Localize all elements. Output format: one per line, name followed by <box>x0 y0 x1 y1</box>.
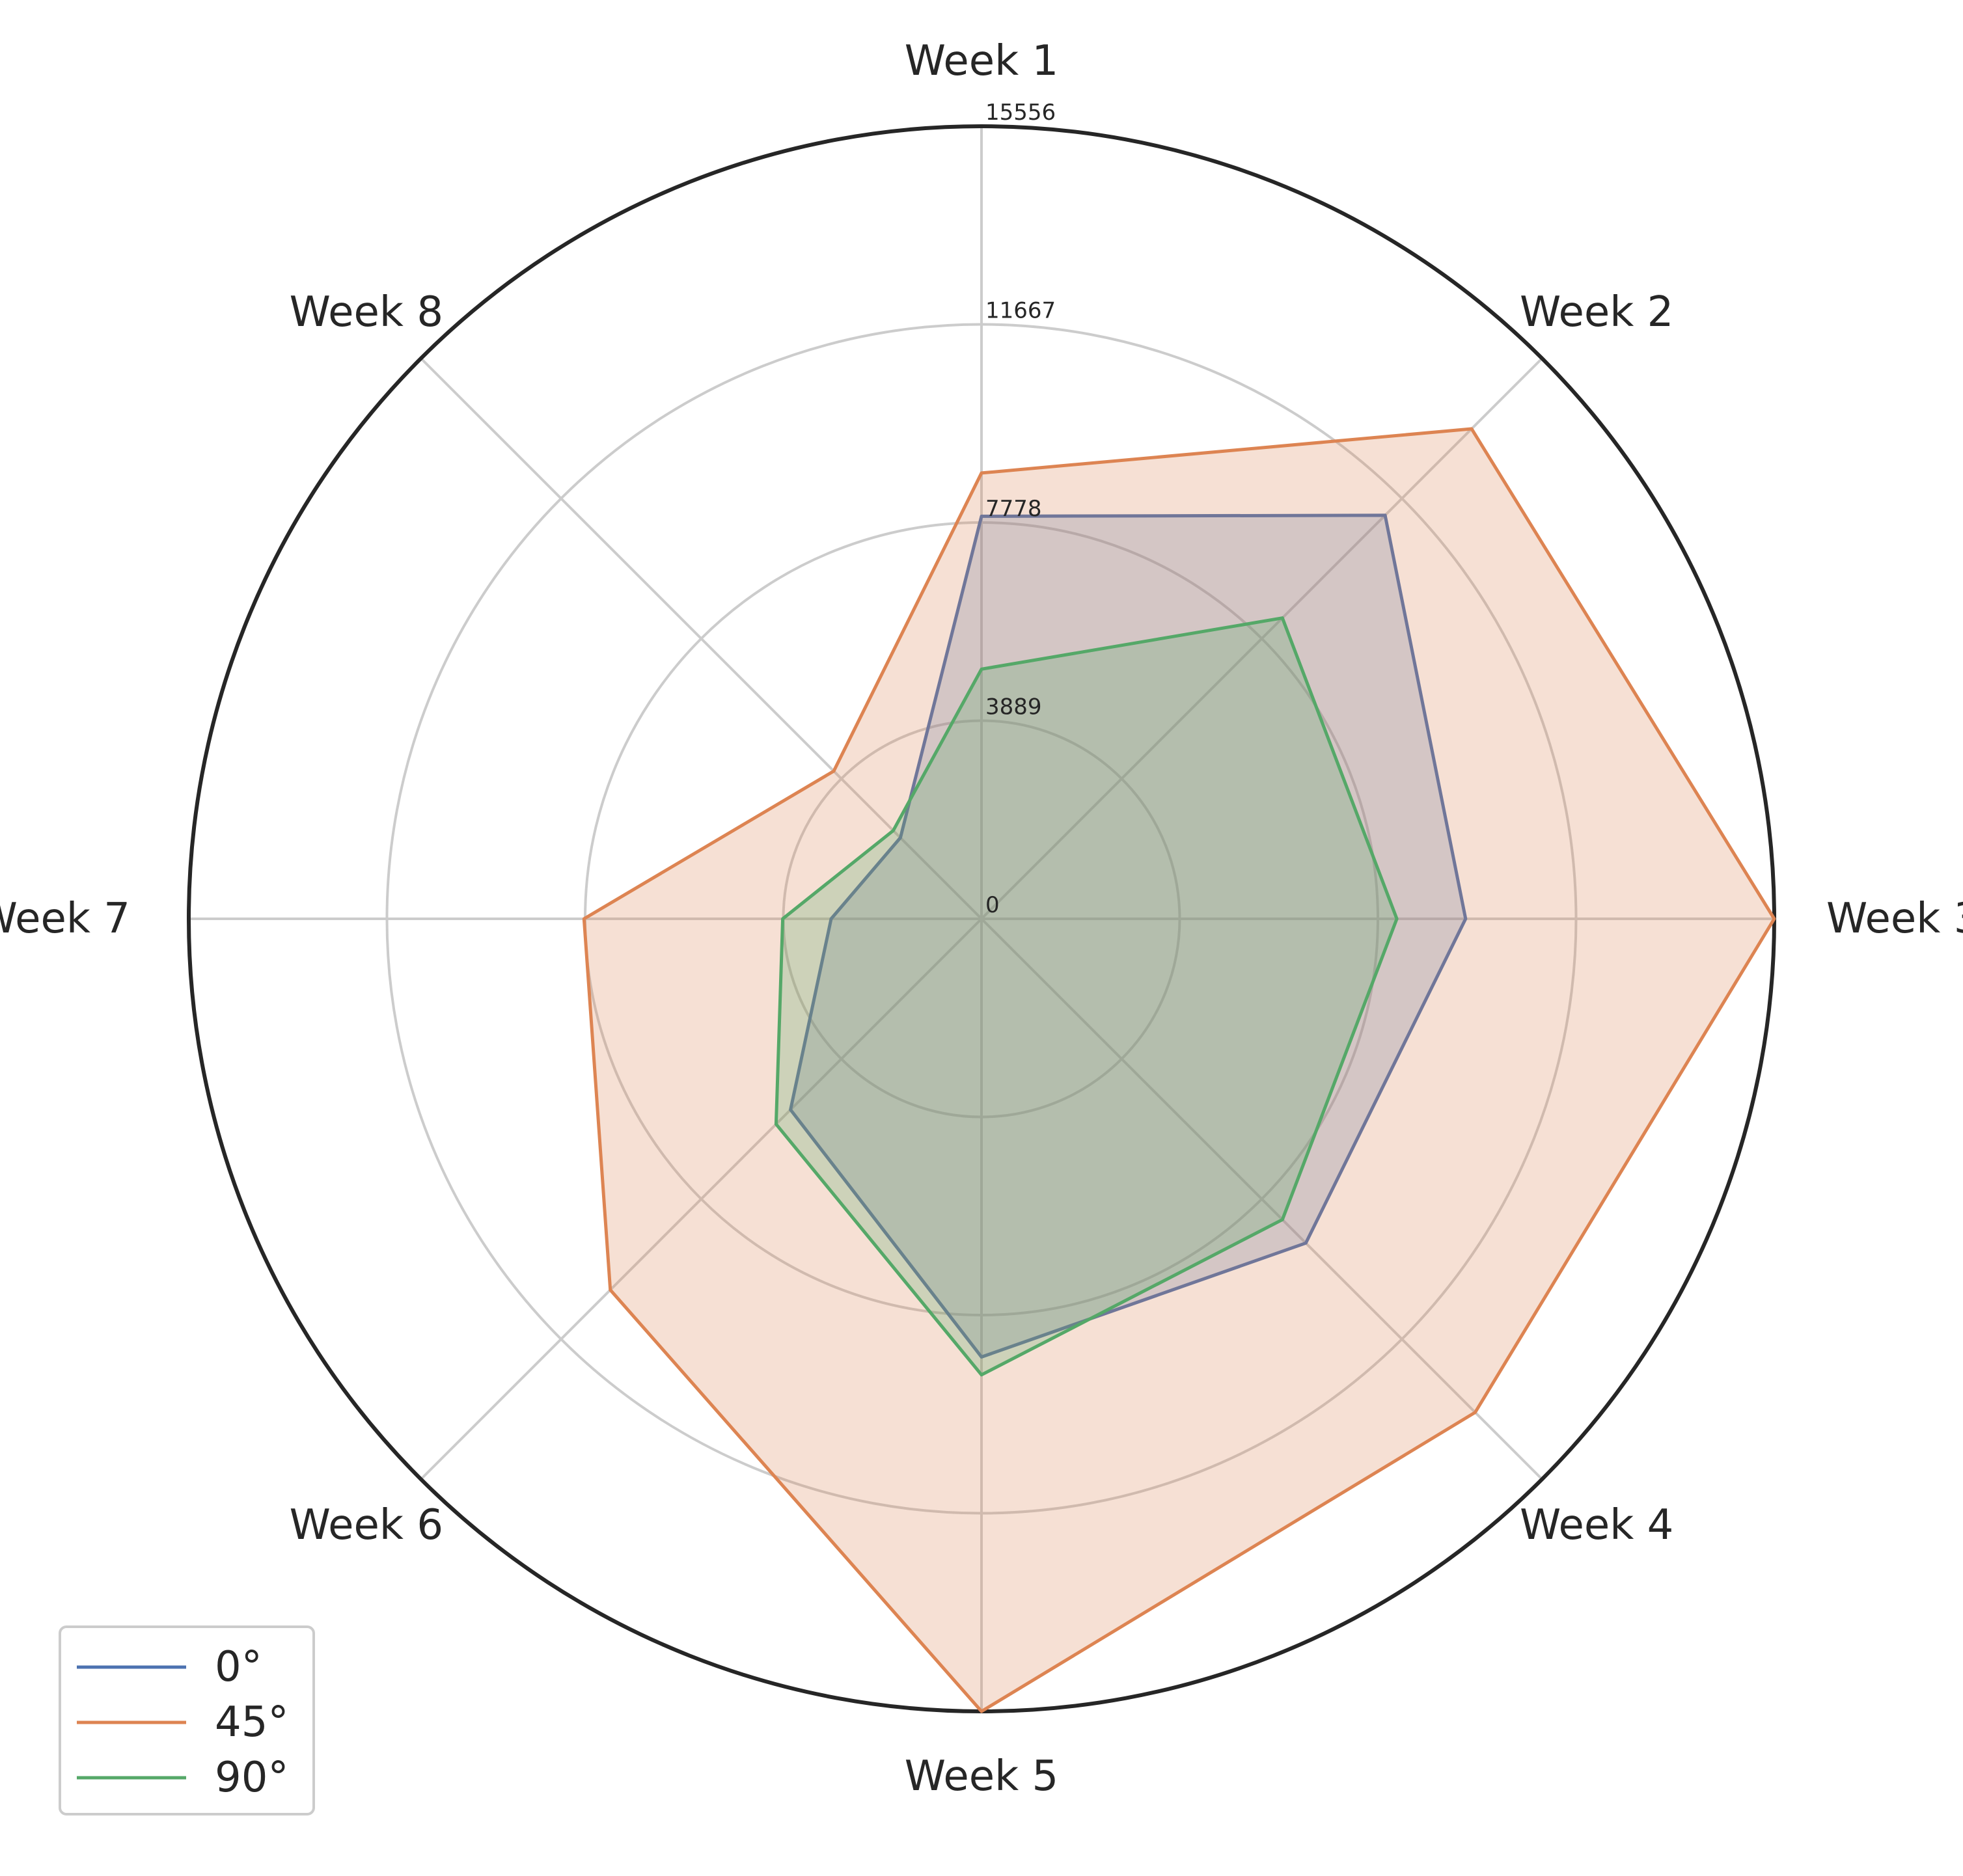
legend-box <box>59 1625 315 1815</box>
series-fill-1 <box>584 429 1774 1711</box>
series-layer <box>582 427 1776 1713</box>
radial-tick-label-4: 15556 <box>985 100 1056 126</box>
series-line-2 <box>774 616 1399 1377</box>
radial-tick-label-0: 0 <box>985 892 1000 918</box>
grid-spoke-8 <box>420 357 983 920</box>
legend-label-0: 0° <box>215 1643 262 1691</box>
grid-spoke-4 <box>980 918 1543 1480</box>
grid-spoke-6 <box>420 918 983 1480</box>
category-label-4: Week 4 <box>1520 1501 1673 1549</box>
radial-tick-label-2: 7778 <box>985 496 1042 522</box>
category-label-8: Week 8 <box>290 288 443 336</box>
label-layer: Week 1 Week 2 Week 3 Week 4 Week 5 Week 6 Week… <box>0 37 1963 1801</box>
radial-tick-label-3: 11667 <box>985 298 1056 324</box>
legend-label-2: 90° <box>215 1754 288 1802</box>
legend-label-1: 45° <box>215 1698 288 1747</box>
category-label-2: Week 2 <box>1520 288 1673 336</box>
grid-spoke-2 <box>980 357 1543 920</box>
series-line-1 <box>582 427 1776 1713</box>
series-fill-0 <box>790 515 1466 1357</box>
series-line-0 <box>789 513 1468 1359</box>
tick-layer: 0 3889 7778 11667 15556 <box>985 100 1056 918</box>
category-label-3: Week 3 <box>1826 895 1963 943</box>
category-label-6: Week 6 <box>290 1501 443 1549</box>
category-label-5: Week 5 <box>905 1752 1058 1801</box>
series-fill-2 <box>776 618 1397 1375</box>
legend: 0° 45° 90° <box>59 1625 315 1815</box>
category-label-1: Week 1 <box>905 37 1058 85</box>
radial-tick-label-1: 3889 <box>985 694 1042 720</box>
category-label-7: Week 7 <box>0 895 130 943</box>
